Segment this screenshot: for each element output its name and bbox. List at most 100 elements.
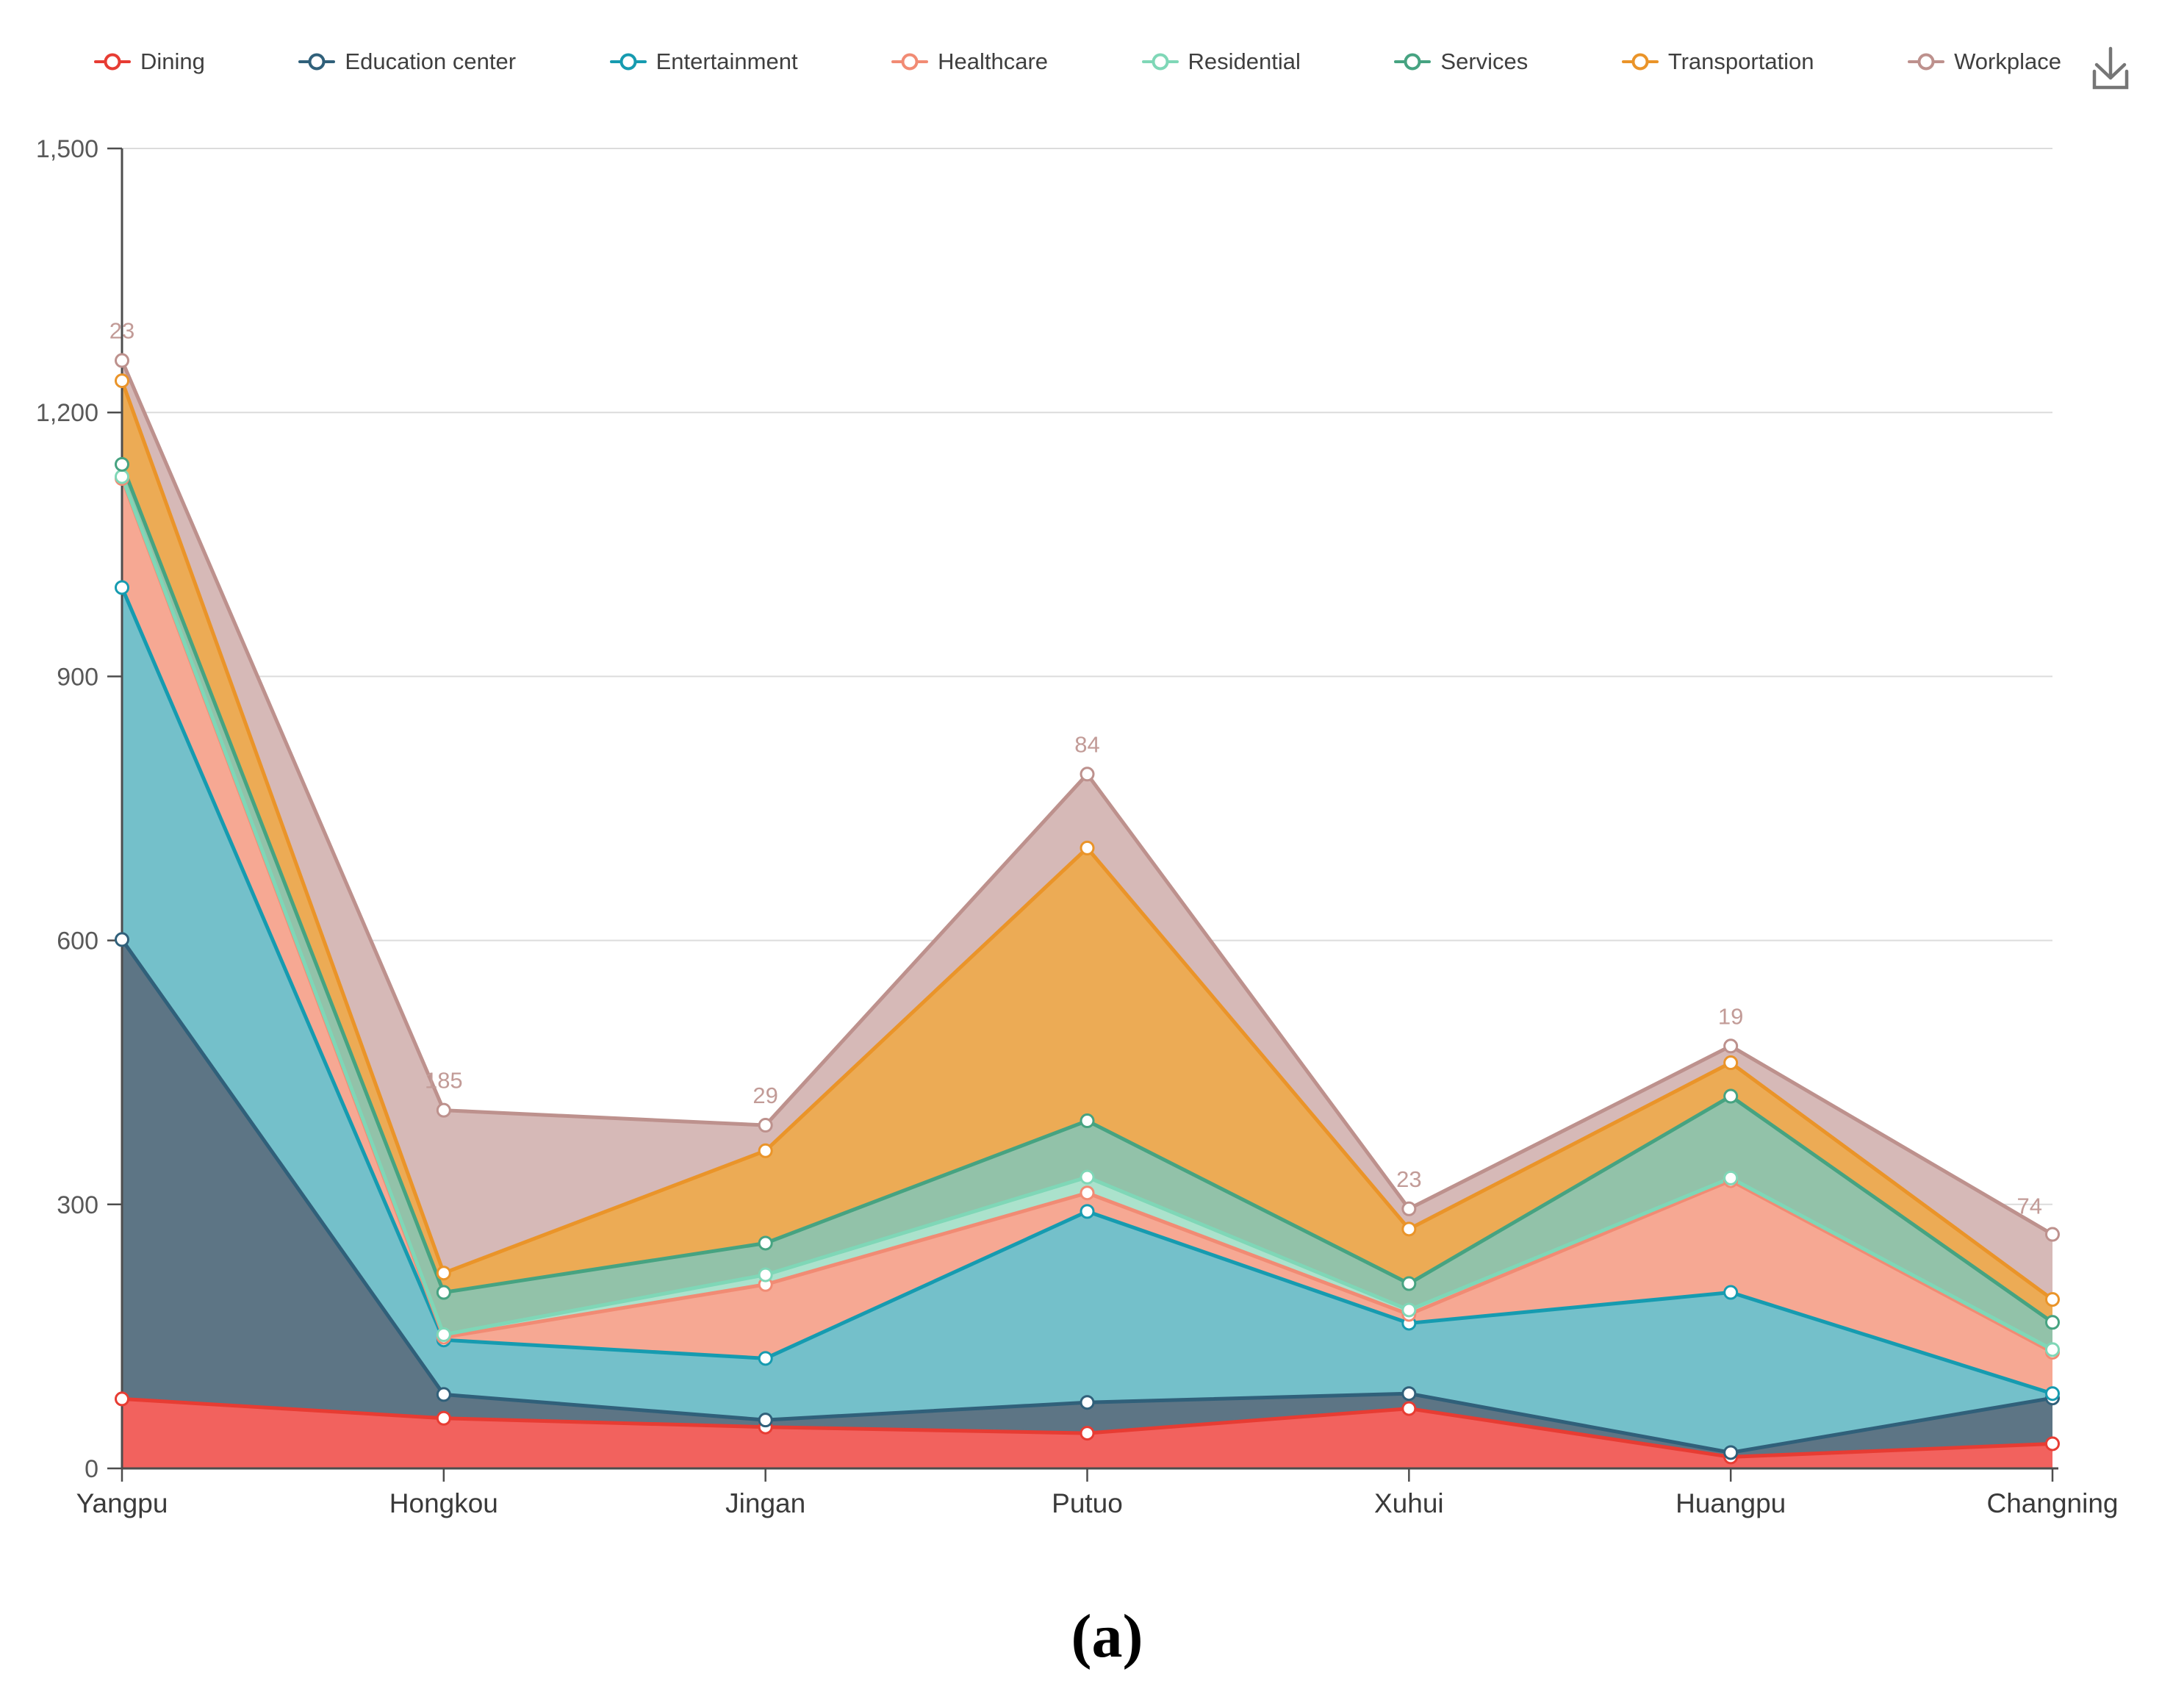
point-transportation-jingan[interactable]: [758, 1143, 773, 1158]
point-workplace-yangpu[interactable]: [115, 353, 129, 368]
point-services-huangpu[interactable]: [1723, 1088, 1739, 1104]
point-entertainment-huangpu[interactable]: [1723, 1285, 1739, 1300]
point-services-xuhui[interactable]: [1401, 1276, 1417, 1291]
legend-marker-icon: [609, 53, 647, 71]
area-entertainment[interactable]: [122, 587, 2052, 1453]
point-dining-hongkou[interactable]: [436, 1410, 451, 1426]
point-residential-xuhui[interactable]: [1401, 1302, 1417, 1318]
point-workplace-changning[interactable]: [2045, 1227, 2060, 1242]
point-services-yangpu[interactable]: [115, 456, 129, 472]
y-axis-label-1200: 1,200: [36, 399, 98, 427]
point-dining-putuo[interactable]: [1080, 1426, 1095, 1441]
legend-label: Services: [1440, 49, 1529, 74]
point-dining-changning[interactable]: [2045, 1436, 2060, 1452]
legend-marker-icon: [94, 53, 131, 71]
point-residential-changning[interactable]: [2045, 1342, 2060, 1357]
download-icon-stroke: [2094, 62, 2113, 80]
legend-label: Healthcare: [938, 49, 1049, 74]
point-dining-xuhui[interactable]: [1401, 1401, 1417, 1416]
point-residential-jingan[interactable]: [758, 1267, 773, 1282]
area-workplace[interactable]: [122, 360, 2052, 1300]
point-services-changning[interactable]: [2045, 1315, 2060, 1330]
legend-marker-icon: [1908, 53, 1945, 71]
download-icon-stroke: [2092, 69, 2129, 90]
point-entertainment-changning[interactable]: [2045, 1386, 2060, 1402]
point-residential-yangpu[interactable]: [115, 469, 129, 484]
point-residential-huangpu[interactable]: [1723, 1170, 1739, 1185]
legend-label: Workplace: [1954, 49, 2061, 74]
legend-item-healthcare[interactable]: Healthcare: [891, 49, 1048, 75]
point-label-putuo: 84: [1074, 731, 1099, 757]
x-axis-label-changning: Changning: [1987, 1488, 2119, 1518]
point-education-center-huangpu[interactable]: [1723, 1445, 1739, 1460]
y-axis-label-600: 600: [57, 927, 98, 955]
legend-marker-icon: [1621, 53, 1659, 71]
figure-caption: (a): [1071, 1602, 1143, 1671]
area-education-center[interactable]: [122, 939, 2052, 1457]
point-entertainment-jingan[interactable]: [758, 1351, 773, 1366]
point-entertainment-putuo[interactable]: [1080, 1204, 1095, 1219]
point-transportation-changning[interactable]: [2045, 1292, 2060, 1307]
point-transportation-xuhui[interactable]: [1401, 1221, 1417, 1237]
y-axis-label-300: 300: [57, 1191, 98, 1219]
point-workplace-putuo[interactable]: [1080, 767, 1095, 782]
point-dining-yangpu[interactable]: [115, 1391, 129, 1407]
point-residential-hongkou[interactable]: [436, 1327, 451, 1343]
legend-label: Residential: [1188, 49, 1301, 74]
point-services-jingan[interactable]: [758, 1235, 773, 1251]
x-axis-label-xuhui: Xuhui: [1374, 1488, 1444, 1518]
point-workplace-jingan[interactable]: [758, 1118, 773, 1133]
legend-item-workplace[interactable]: Workplace: [1908, 49, 2061, 75]
point-education-center-putuo[interactable]: [1080, 1395, 1095, 1410]
point-services-putuo[interactable]: [1080, 1113, 1095, 1129]
point-transportation-yangpu[interactable]: [115, 373, 129, 389]
point-workplace-xuhui[interactable]: [1401, 1201, 1417, 1216]
legend-marker-circle: [104, 53, 121, 71]
download-icon[interactable]: [2092, 46, 2129, 90]
point-label-jingan: 29: [753, 1083, 777, 1108]
legend-marker-circle: [308, 53, 326, 71]
legend-marker-icon: [1141, 53, 1179, 71]
x-axis-label-jingan: Jingan: [725, 1488, 805, 1518]
point-workplace-hongkou[interactable]: [436, 1102, 451, 1118]
download-icon-stroke: [2108, 62, 2127, 80]
x-axis-label-huangpu: Huangpu: [1675, 1488, 1786, 1518]
point-education-center-yangpu[interactable]: [115, 932, 129, 947]
point-label-yangpu: 23: [109, 318, 134, 344]
y-axis-label-0: 0: [85, 1455, 98, 1483]
chart-legend: Dining Education center Entertainment Healt…: [94, 38, 2061, 85]
point-workplace-huangpu[interactable]: [1723, 1038, 1739, 1054]
legend-marker-icon: [1394, 53, 1432, 71]
y-axis-label-1500: 1,500: [36, 135, 98, 163]
legend-label: Entertainment: [656, 49, 798, 74]
legend-label: Transportation: [1667, 49, 1814, 74]
legend-marker-icon: [891, 53, 929, 71]
legend-label: Dining: [140, 49, 205, 74]
x-axis-label-hongkou: Hongkou: [389, 1488, 498, 1518]
legend-marker-circle: [1152, 53, 1169, 71]
legend-item-education-center[interactable]: Education center: [298, 49, 516, 75]
legend-marker-circle: [619, 53, 637, 71]
legend-item-dining[interactable]: Dining: [94, 49, 205, 75]
point-healthcare-putuo[interactable]: [1080, 1185, 1095, 1201]
point-services-hongkou[interactable]: [436, 1285, 451, 1300]
x-axis-label-yangpu: Yangpu: [76, 1488, 168, 1518]
point-education-center-jingan[interactable]: [758, 1413, 773, 1428]
point-entertainment-yangpu[interactable]: [115, 580, 129, 595]
legend-item-entertainment[interactable]: Entertainment: [609, 49, 798, 75]
point-transportation-huangpu[interactable]: [1723, 1055, 1739, 1071]
legend-item-services[interactable]: Services: [1394, 49, 1528, 75]
legend-marker-icon: [298, 53, 336, 71]
point-education-center-xuhui[interactable]: [1401, 1386, 1417, 1402]
point-transportation-putuo[interactable]: [1080, 840, 1095, 855]
legend-item-transportation[interactable]: Transportation: [1621, 49, 1814, 75]
legend-item-residential[interactable]: Residential: [1141, 49, 1301, 75]
point-residential-putuo[interactable]: [1080, 1169, 1095, 1185]
legend-marker-circle: [901, 53, 919, 71]
point-label-hongkou: 185: [425, 1068, 463, 1094]
point-education-center-hongkou[interactable]: [436, 1387, 451, 1402]
legend-marker-circle: [1917, 53, 1935, 71]
point-transportation-hongkou[interactable]: [436, 1266, 451, 1281]
